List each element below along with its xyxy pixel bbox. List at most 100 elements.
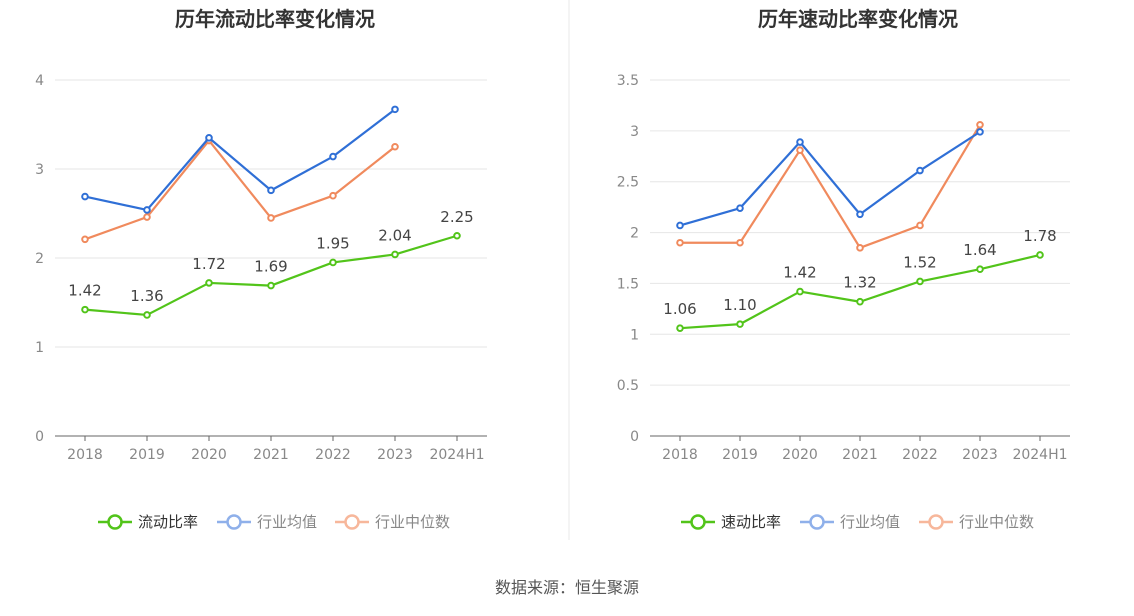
data-point[interactable] [796, 138, 804, 146]
y-tick-label: 2.5 [617, 175, 639, 191]
data-label: 1.69 [254, 258, 287, 276]
data-point[interactable] [329, 191, 337, 200]
x-tick-label: 2018 [662, 447, 698, 463]
legend-label: 行业中位数 [375, 513, 450, 531]
legend-item-行业中位数[interactable]: 行业中位数 [335, 513, 450, 531]
data-point[interactable] [736, 238, 744, 247]
data-point[interactable] [1036, 251, 1044, 259]
data-point[interactable] [676, 238, 684, 247]
data-point[interactable] [453, 231, 461, 240]
x-tick-label: 2024H1 [429, 447, 484, 463]
data-point[interactable] [267, 186, 275, 195]
data-label: 1.42 [68, 282, 101, 300]
y-tick-label: 4 [35, 73, 44, 89]
y-tick-label: 0 [630, 429, 639, 445]
series-line-行业均值 [679, 130, 981, 227]
legend-marker [690, 514, 706, 530]
y-tick-label: 1 [35, 340, 44, 356]
y-tick-label: 0 [35, 429, 44, 445]
series-line-行业中位数 [680, 124, 981, 249]
data-label: 1.42 [783, 264, 816, 282]
data-point[interactable] [81, 192, 89, 201]
data-point[interactable] [81, 235, 89, 244]
data-point[interactable] [391, 250, 399, 259]
data-point[interactable] [391, 105, 399, 114]
data-point[interactable] [205, 134, 213, 142]
y-tick-label: 1.5 [617, 276, 639, 292]
data-point[interactable] [329, 152, 337, 161]
data-point[interactable] [916, 166, 924, 175]
data-label: 2.04 [378, 226, 411, 244]
data-label: 1.52 [903, 253, 936, 271]
data-point[interactable] [205, 279, 213, 287]
data-label: 1.95 [316, 234, 349, 252]
data-label: 1.64 [963, 241, 996, 259]
data-point[interactable] [796, 146, 804, 154]
y-tick-label: 3.5 [617, 73, 639, 89]
data-point[interactable] [856, 210, 864, 219]
data-point[interactable] [143, 311, 151, 319]
x-tick-label: 2022 [902, 447, 938, 463]
data-point[interactable] [796, 287, 804, 296]
y-tick-label: 3 [35, 162, 44, 178]
chart-panel-1: 历年流动比率变化情况 0 1 2 3 4 2018 2019 2020 2021 2022 2023 2… [35, 7, 487, 531]
legend-marker [107, 514, 123, 530]
legend-marker [226, 514, 242, 530]
data-point[interactable] [81, 305, 89, 314]
legend-label: 行业中位数 [959, 513, 1034, 531]
data-point[interactable] [856, 297, 864, 306]
data-point[interactable] [143, 206, 151, 214]
legend-item-行业均值[interactable]: 行业均值 [217, 513, 317, 531]
legend-marker [928, 514, 944, 530]
data-point[interactable] [736, 204, 744, 212]
x-tick-label: 2020 [782, 447, 818, 463]
y-tick-label: 0.5 [617, 378, 639, 394]
data-label: 1.36 [130, 287, 163, 305]
data-point[interactable] [916, 221, 924, 230]
x-tick-label: 2020 [191, 447, 227, 463]
y-tick-label: 2 [630, 226, 639, 242]
data-point[interactable] [676, 324, 684, 332]
legend-label: 速动比率 [721, 513, 781, 531]
legend-item-行业均值[interactable]: 行业均值 [800, 513, 900, 531]
x-tick-label: 2023 [962, 447, 998, 463]
data-point[interactable] [856, 244, 864, 252]
data-point[interactable] [329, 258, 337, 267]
y-tick-label: 2 [35, 251, 44, 267]
legend-item-流动比率[interactable]: 流动比率 [98, 513, 198, 531]
chart-title: 历年速动比率变化情况 [758, 7, 958, 31]
data-point[interactable] [736, 320, 744, 328]
series-line-行业中位数 [84, 139, 396, 241]
data-point[interactable] [267, 214, 275, 222]
data-label: 1.06 [663, 300, 696, 318]
x-tick-label: 2019 [722, 447, 758, 463]
data-point[interactable] [976, 120, 984, 129]
data-point[interactable] [976, 128, 984, 136]
y-tick-label: 1 [630, 327, 639, 343]
x-tick-label: 2021 [253, 447, 289, 463]
legend-item-速动比率[interactable]: 速动比率 [681, 513, 781, 531]
legend-marker [344, 514, 360, 530]
data-source-note: 数据来源：恒生聚源 [494, 578, 639, 597]
legend-label: 流动比率 [138, 513, 198, 531]
legend-label: 行业均值 [840, 513, 900, 531]
data-point[interactable] [976, 265, 984, 273]
x-tick-label: 2018 [67, 447, 103, 463]
x-tick-label: 2019 [129, 447, 165, 463]
data-point[interactable] [391, 142, 399, 151]
data-point[interactable] [916, 277, 924, 286]
data-point[interactable] [267, 281, 275, 290]
series-line-行业均值 [84, 108, 396, 212]
data-label: 1.72 [192, 255, 225, 273]
chart-title: 历年流动比率变化情况 [175, 7, 375, 31]
data-point[interactable] [143, 213, 151, 221]
legend-label: 行业均值 [257, 513, 317, 531]
data-point[interactable] [676, 221, 684, 230]
data-label: 1.10 [723, 296, 756, 314]
legend-item-行业中位数[interactable]: 行业中位数 [919, 513, 1034, 531]
y-tick-label: 3 [630, 124, 639, 140]
data-label: 1.32 [843, 274, 876, 292]
